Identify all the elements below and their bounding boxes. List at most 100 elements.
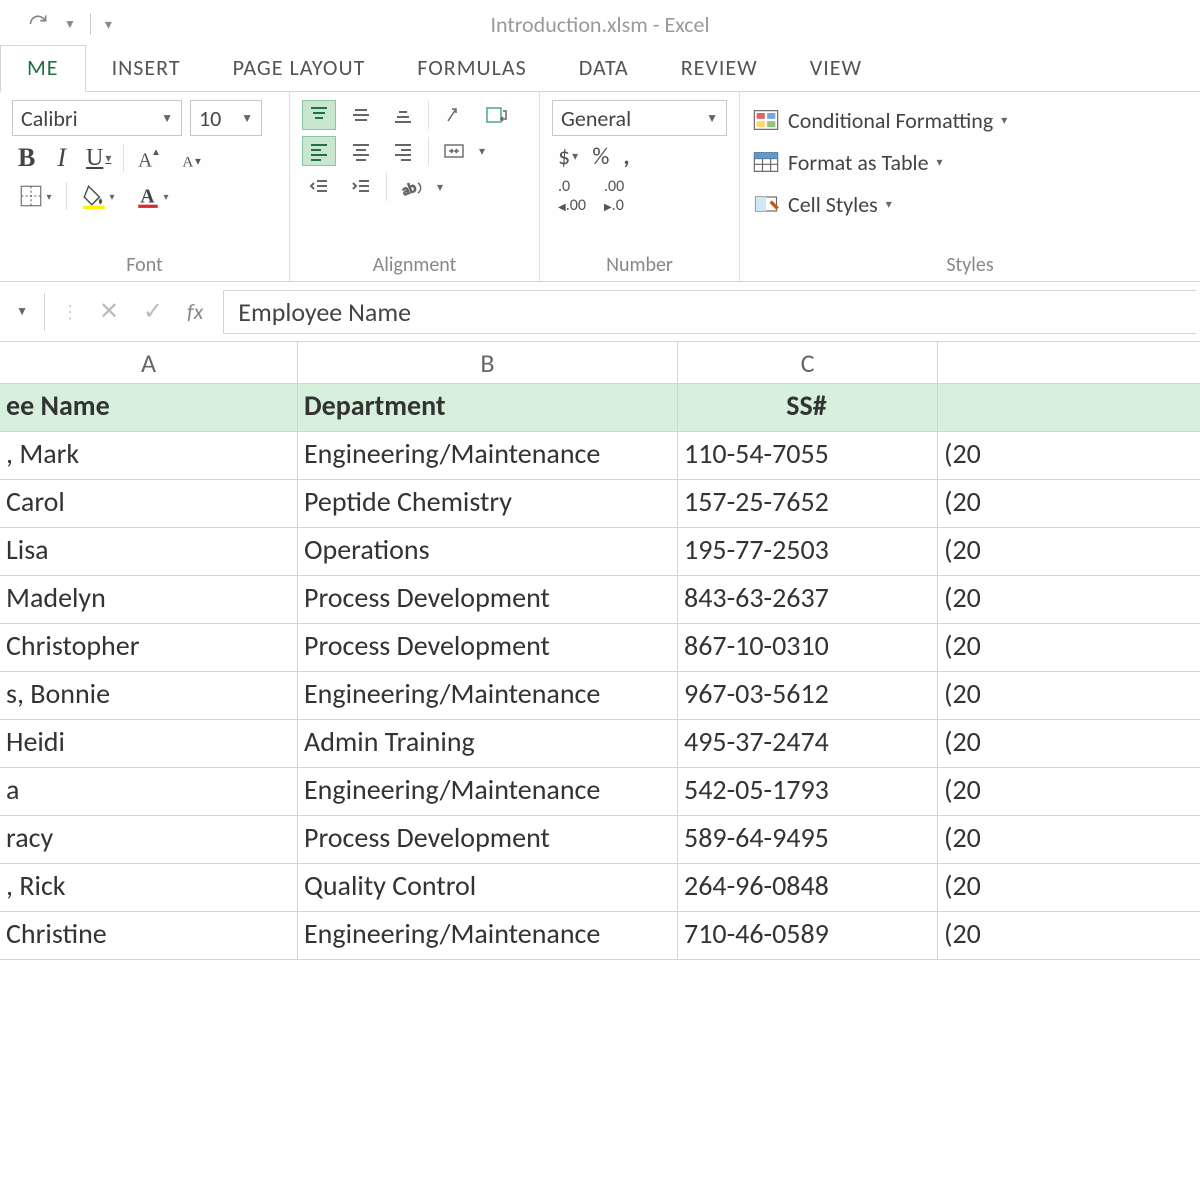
currency-button[interactable]: $ ▾ (558, 142, 578, 171)
cell[interactable]: Engineering/Maintenance (298, 432, 678, 479)
cell[interactable]: racy (0, 816, 298, 863)
percent-button[interactable]: % (592, 142, 609, 171)
tab-review[interactable]: REVIEW (655, 46, 784, 91)
cell[interactable]: Process Development (298, 624, 678, 671)
cell[interactable]: (20 (938, 480, 1200, 527)
qat-dropdown-icon[interactable]: ▼ (64, 17, 76, 32)
cell[interactable]: Quality Control (298, 864, 678, 911)
decrease-font-icon[interactable]: A▼ (174, 142, 208, 174)
cell[interactable]: 843-63-2637 (678, 576, 938, 623)
conditional-formatting-button[interactable]: Conditional Formatting ▾ (752, 104, 1188, 136)
increase-indent-button[interactable] (344, 172, 378, 202)
align-left-button[interactable] (302, 136, 336, 166)
cell-styles-button[interactable]: Cell Styles ▾ (752, 188, 1188, 220)
header-cell[interactable]: ee Name (0, 384, 298, 431)
cell[interactable]: 110-54-7055 (678, 432, 938, 479)
font-name-select[interactable]: Calibri ▼ (12, 100, 182, 136)
cell[interactable]: (20 (938, 672, 1200, 719)
cell[interactable]: (20 (938, 816, 1200, 863)
borders-button[interactable]: ▾ (12, 180, 58, 212)
cell[interactable]: s, Bonnie (0, 672, 298, 719)
cell[interactable]: Madelyn (0, 576, 298, 623)
cell[interactable]: Heidi (0, 720, 298, 767)
cell[interactable]: 264-96-0848 (678, 864, 938, 911)
cell[interactable]: 710-46-0589 (678, 912, 938, 959)
font-size-select[interactable]: 10 ▼ (190, 100, 262, 136)
orientation-button[interactable] (437, 100, 471, 130)
header-cell[interactable] (938, 384, 1200, 431)
cell[interactable]: (20 (938, 864, 1200, 911)
chevron-down-icon[interactable]: ▾ (479, 144, 485, 159)
cell[interactable]: (20 (938, 528, 1200, 575)
col-header-d[interactable] (938, 342, 1200, 383)
format-as-table-button[interactable]: Format as Table ▾ (752, 146, 1188, 178)
cancel-formula-button[interactable]: ✕ (89, 292, 129, 332)
cell[interactable]: 589-64-9495 (678, 816, 938, 863)
qat-customize-icon[interactable]: ▾ (105, 16, 112, 33)
wrap-text-button[interactable] (479, 100, 513, 130)
align-bottom-button[interactable] (386, 100, 420, 130)
cell[interactable]: Process Development (298, 576, 678, 623)
increase-font-icon[interactable]: A▲ (132, 142, 166, 174)
confirm-formula-button[interactable]: ✓ (133, 292, 173, 332)
header-cell[interactable]: SS# (678, 384, 938, 431)
cell[interactable]: Operations (298, 528, 678, 575)
cell[interactable]: Engineering/Maintenance (298, 768, 678, 815)
cell[interactable]: 867-10-0310 (678, 624, 938, 671)
align-right-button[interactable] (386, 136, 420, 166)
merge-center-button[interactable] (437, 136, 471, 166)
cell[interactable]: Christine (0, 912, 298, 959)
tab-home[interactable]: ME (0, 45, 86, 92)
cell[interactable]: (20 (938, 576, 1200, 623)
number-format-select[interactable]: General ▼ (552, 100, 727, 136)
font-color-button[interactable]: A ▾ (129, 180, 175, 212)
tab-data[interactable]: DATA (553, 46, 655, 91)
tab-page-layout[interactable]: PAGE LAYOUT (207, 46, 392, 91)
cell[interactable]: Peptide Chemistry (298, 480, 678, 527)
cell[interactable]: a (0, 768, 298, 815)
fill-color-button[interactable]: ▾ (75, 180, 121, 212)
cell[interactable]: Process Development (298, 816, 678, 863)
cell[interactable]: , Mark (0, 432, 298, 479)
cell[interactable]: (20 (938, 720, 1200, 767)
header-cell[interactable]: Department (298, 384, 678, 431)
cell[interactable]: Christopher (0, 624, 298, 671)
tab-view[interactable]: VIEW (784, 46, 888, 91)
tab-insert[interactable]: INSERT (86, 46, 207, 91)
chevron-down-icon[interactable]: ▾ (437, 180, 443, 195)
rotate-text-button[interactable]: ab (395, 172, 429, 202)
align-middle-button[interactable] (344, 100, 378, 130)
col-header-a[interactable]: A (0, 342, 298, 383)
cell[interactable]: (20 (938, 624, 1200, 671)
cell[interactable]: 495-37-2474 (678, 720, 938, 767)
col-header-c[interactable]: C (678, 342, 938, 383)
cell[interactable]: (20 (938, 912, 1200, 959)
cell[interactable]: 195-77-2503 (678, 528, 938, 575)
name-box[interactable]: ▼ (4, 291, 34, 333)
bold-button[interactable]: B (12, 143, 41, 173)
cell[interactable]: 157-25-7652 (678, 480, 938, 527)
comma-style-button[interactable]: , (623, 142, 629, 171)
cell[interactable]: Carol (0, 480, 298, 527)
cell[interactable]: 542-05-1793 (678, 768, 938, 815)
cell[interactable]: (20 (938, 432, 1200, 479)
col-header-b[interactable]: B (298, 342, 678, 383)
increase-decimal-button[interactable]: .0◀.00 (558, 177, 586, 215)
cell[interactable]: Admin Training (298, 720, 678, 767)
decrease-indent-button[interactable] (302, 172, 336, 202)
decrease-decimal-button[interactable]: .00▶.0 (604, 177, 624, 215)
redo-icon[interactable] (20, 8, 54, 40)
italic-button[interactable]: I (49, 143, 74, 173)
cell[interactable]: (20 (938, 768, 1200, 815)
formula-input[interactable]: Employee Name (223, 290, 1196, 334)
align-top-button[interactable] (302, 100, 336, 130)
cell[interactable]: Engineering/Maintenance (298, 672, 678, 719)
fx-label[interactable]: fx (177, 298, 219, 325)
cell[interactable]: 967-03-5612 (678, 672, 938, 719)
cell[interactable]: Lisa (0, 528, 298, 575)
tab-formulas[interactable]: FORMULAS (391, 46, 552, 91)
cell[interactable]: Engineering/Maintenance (298, 912, 678, 959)
underline-button[interactable]: U ▾ (82, 145, 115, 172)
align-center-button[interactable] (344, 136, 378, 166)
cell[interactable]: , Rick (0, 864, 298, 911)
